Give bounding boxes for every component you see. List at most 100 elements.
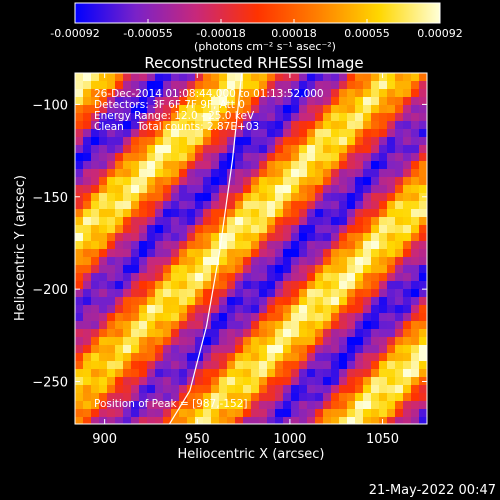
heatmap-cell xyxy=(283,241,292,250)
heatmap-cell xyxy=(355,97,364,106)
heatmap-cell xyxy=(307,137,316,146)
heatmap-cell xyxy=(131,409,140,418)
heatmap-cell xyxy=(395,393,404,402)
heatmap-cell xyxy=(251,257,260,266)
heatmap-cell xyxy=(371,401,380,410)
heatmap-cell xyxy=(219,313,228,322)
heatmap-cell xyxy=(235,249,244,258)
heatmap-cell xyxy=(171,73,180,82)
heatmap-cell xyxy=(339,73,348,82)
heatmap-cell xyxy=(259,185,268,194)
heatmap-cell xyxy=(243,73,252,82)
heatmap-cell xyxy=(179,185,188,194)
heatmap-cell xyxy=(179,121,188,130)
heatmap-cell xyxy=(315,337,324,346)
heatmap-cell xyxy=(379,289,388,298)
heatmap-cell xyxy=(275,393,284,402)
heatmap-cell xyxy=(195,225,204,234)
heatmap-cell xyxy=(115,393,124,402)
heatmap-cell xyxy=(339,329,348,338)
heatmap-cell xyxy=(267,217,276,226)
heatmap-cell xyxy=(243,289,252,298)
heatmap-cell xyxy=(115,97,124,106)
heatmap-cell xyxy=(291,153,300,162)
heatmap-cell xyxy=(355,225,364,234)
heatmap-cell xyxy=(307,377,316,386)
heatmap-cell xyxy=(219,97,228,106)
colorbar-tick-label: 0.00055 xyxy=(344,27,390,40)
heatmap-cell xyxy=(347,289,356,298)
heatmap-cell xyxy=(99,105,108,114)
heatmap-cell xyxy=(387,209,396,218)
heatmap-cell xyxy=(195,209,204,218)
heatmap-cell xyxy=(355,121,364,130)
heatmap-cell xyxy=(291,193,300,202)
heatmap-cell xyxy=(291,305,300,314)
heatmap-cell xyxy=(83,201,92,210)
heatmap-cell xyxy=(419,361,427,370)
heatmap-cell xyxy=(91,289,100,298)
heatmap-cell xyxy=(419,289,427,298)
heatmap-cell xyxy=(331,113,340,122)
heatmap-cell xyxy=(275,273,284,282)
heatmap-cell xyxy=(331,73,340,82)
heatmap-cell xyxy=(83,345,92,354)
heatmap-cell xyxy=(251,249,260,258)
x-tick-label: 1000 xyxy=(273,432,306,447)
heatmap-cell xyxy=(411,257,420,266)
heatmap-cell xyxy=(235,329,244,338)
heatmap-cell xyxy=(267,225,276,234)
heatmap-cell xyxy=(235,225,244,234)
heatmap-cell xyxy=(363,177,372,186)
heatmap-cell xyxy=(395,97,404,106)
heatmap-cell xyxy=(115,273,124,282)
heatmap-cell xyxy=(91,97,100,106)
heatmap-cell xyxy=(379,161,388,170)
heatmap-cell xyxy=(163,377,172,386)
heatmap-cell xyxy=(371,177,380,186)
heatmap-cell xyxy=(387,153,396,162)
heatmap-cell xyxy=(139,369,148,378)
heatmap-cell xyxy=(107,169,116,178)
heatmap-cell xyxy=(259,113,268,122)
heatmap-cell xyxy=(275,201,284,210)
heatmap-cell xyxy=(147,225,156,234)
timestamp: 21-May-2022 00:47 xyxy=(369,483,496,498)
heatmap-cell xyxy=(347,393,356,402)
heatmap-cell xyxy=(83,361,92,370)
heatmap-cell xyxy=(211,321,220,330)
heatmap-cell xyxy=(203,377,212,386)
annotation-clean: Clean Total counts: 2.87E+03 xyxy=(94,121,259,133)
heatmap-cell xyxy=(211,81,220,90)
heatmap-cell xyxy=(347,297,356,306)
heatmap-cell xyxy=(211,129,220,138)
heatmap-cell xyxy=(291,281,300,290)
heatmap-cell xyxy=(179,241,188,250)
heatmap-cell xyxy=(131,313,140,322)
heatmap-cell xyxy=(83,145,92,154)
heatmap-cell xyxy=(99,313,108,322)
heatmap-cell xyxy=(283,153,292,162)
heatmap-cell xyxy=(203,153,212,162)
heatmap-cell xyxy=(403,377,412,386)
heatmap-cell xyxy=(203,129,212,138)
heatmap-cell xyxy=(331,209,340,218)
heatmap-cell xyxy=(203,137,212,146)
heatmap-cell xyxy=(91,73,100,82)
heatmap-cell xyxy=(379,201,388,210)
heatmap-cell xyxy=(131,137,140,146)
heatmap-cell xyxy=(347,241,356,250)
heatmap-cell xyxy=(195,129,204,138)
heatmap-cell xyxy=(315,281,324,290)
heatmap-cell xyxy=(147,265,156,274)
heatmap-cell xyxy=(107,361,116,370)
y-tick-label: −100 xyxy=(32,98,68,113)
heatmap-cell xyxy=(331,377,340,386)
heatmap-cell xyxy=(107,201,116,210)
heatmap-cell xyxy=(83,153,92,162)
heatmap-cell xyxy=(387,289,396,298)
heatmap-cell xyxy=(179,297,188,306)
heatmap-cell xyxy=(395,121,404,130)
heatmap-cell xyxy=(291,297,300,306)
heatmap-cell xyxy=(419,305,427,314)
